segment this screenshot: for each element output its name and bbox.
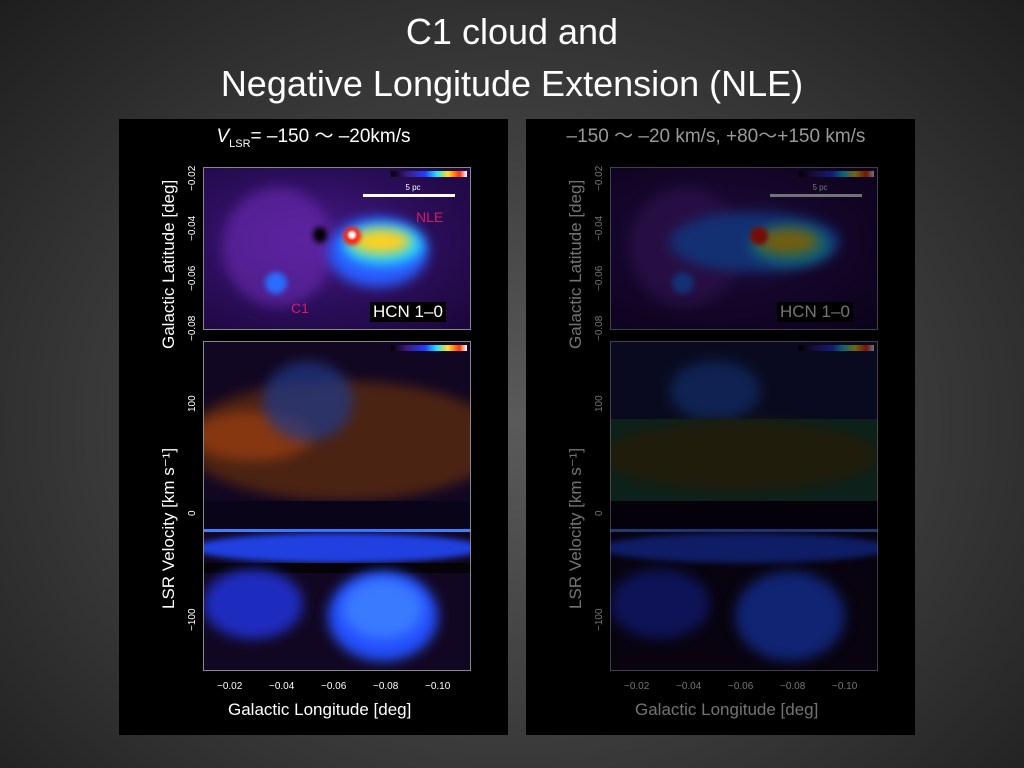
- lat-tick: −0.08: [187, 315, 198, 341]
- pv-frame-right: [610, 341, 878, 671]
- latitude-axis-label: Galactic Latitude [deg]: [159, 179, 178, 349]
- pv-colorbar: [391, 345, 467, 351]
- lat-tick: −0.06: [187, 265, 198, 291]
- velocity-range-text: = –150 〜 –20km/s: [250, 126, 411, 147]
- map-colorbar: [391, 171, 467, 177]
- lon-tick: −0.04: [676, 681, 702, 692]
- lat-tick: −0.04: [187, 215, 198, 241]
- scale-label: 5 pc: [405, 183, 421, 192]
- lat-tick: −0.08: [594, 315, 605, 341]
- slide-title-line1: C1 cloud and: [405, 11, 619, 52]
- pv-frame: [203, 341, 471, 671]
- map-frame: [203, 167, 471, 330]
- line-label: HCN 1–0: [370, 302, 446, 322]
- latitude-axis-label-right: Galactic Latitude [deg]: [566, 179, 585, 349]
- position-velocity-diagram: [203, 341, 471, 671]
- vel-tick: 100: [187, 395, 198, 412]
- nle-label: NLE: [416, 209, 444, 225]
- velocity-symbol: V: [216, 126, 230, 147]
- lon-tick: −0.10: [425, 681, 451, 692]
- lat-tick: −0.02: [594, 165, 605, 191]
- lat-tick: −0.02: [187, 165, 198, 191]
- vel-tick: −100: [594, 608, 605, 631]
- left-figure-panel: VLSR= –150 〜 –20km/s 5 pc NLE C1 HCN 1–0…: [119, 119, 508, 735]
- scale-label-right: 5 pc: [812, 183, 828, 192]
- lon-tick: −0.06: [728, 681, 754, 692]
- lon-tick: −0.02: [217, 681, 243, 692]
- map-frame-right: [610, 167, 878, 330]
- map-colorbar-right: [798, 171, 874, 177]
- vel-tick: 0: [594, 510, 605, 516]
- velocity-range-label: VLSR= –150 〜 –20km/s: [119, 121, 508, 150]
- longitude-axis-label-right: Galactic Longitude [deg]: [635, 700, 819, 719]
- c1-label: C1: [291, 300, 309, 316]
- lon-tick: −0.08: [780, 681, 806, 692]
- line-label-right: HCN 1–0: [777, 302, 853, 322]
- velocity-subscript: LSR: [229, 137, 251, 150]
- scale-bar: [363, 194, 455, 197]
- vel-tick: 100: [594, 395, 605, 412]
- right-figure-panel: –150 〜 –20 km/s, +80〜+150 km/s 5 pc HCN …: [526, 119, 915, 735]
- velocity-range-label-right: –150 〜 –20 km/s, +80〜+150 km/s: [566, 126, 866, 147]
- pv-colorbar-right: [798, 345, 874, 351]
- lon-tick: −0.10: [832, 681, 858, 692]
- hcn-intensity-map: 5 pc NLE C1 HCN 1–0: [203, 167, 471, 330]
- scale-bar-right: [770, 194, 862, 197]
- lon-tick: −0.04: [269, 681, 295, 692]
- lon-tick: −0.02: [624, 681, 650, 692]
- position-velocity-diagram-right: [610, 341, 878, 671]
- lat-tick: −0.06: [594, 265, 605, 291]
- lat-tick: −0.04: [594, 215, 605, 241]
- slide-title-line2: Negative Longitude Extension (NLE): [220, 63, 804, 104]
- velocity-axis-label: LSR Velocity [km s⁻¹]: [159, 447, 178, 609]
- hcn-intensity-map-right: 5 pc HCN 1–0: [610, 167, 878, 330]
- lon-tick: −0.06: [321, 681, 347, 692]
- longitude-axis-label: Galactic Longitude [deg]: [228, 700, 412, 719]
- vel-tick: −100: [187, 608, 198, 631]
- velocity-axis-label-right: LSR Velocity [km s⁻¹]: [566, 447, 585, 609]
- lon-tick: −0.08: [373, 681, 399, 692]
- vel-tick: 0: [187, 510, 198, 516]
